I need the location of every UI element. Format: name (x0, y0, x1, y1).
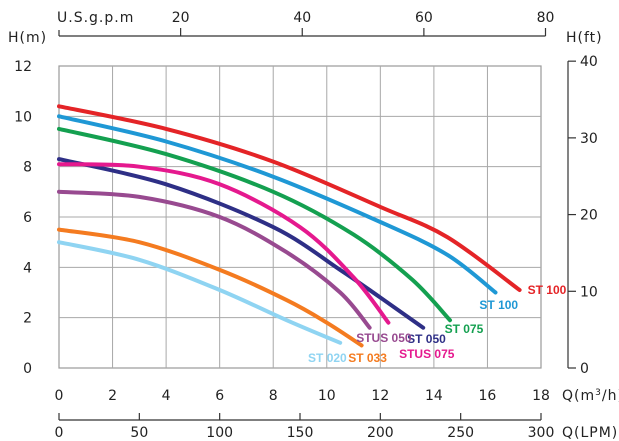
series-label: ST 050 (407, 332, 446, 346)
series-line-st-033 (57, 227, 364, 348)
y-left-tick-label: 12 (14, 59, 32, 75)
x-lpm-tick-label: 300 (528, 425, 555, 441)
series-label: ST 100 (479, 298, 518, 312)
y-left-tick-label: 4 (23, 260, 32, 276)
x-lpm-tick-label: 100 (206, 425, 233, 441)
series-line-st-075 (57, 126, 452, 323)
x-lpm-tick-label: 150 (287, 425, 314, 441)
series-label: ST 020 (308, 351, 347, 365)
x-bottom-tick-label: 6 (215, 388, 224, 404)
series-label: STUS 050 (356, 331, 412, 345)
y-right-axis-label: H(ft) (566, 30, 603, 46)
x-lpm-tick-label: 200 (367, 425, 394, 441)
series-label: ST 033 (348, 351, 387, 365)
x-bottom-tick-label: 18 (532, 388, 550, 404)
y-right-tick-label: 0 (580, 361, 589, 377)
y-right-tick-label: 40 (580, 54, 598, 70)
x-bottom-axis-label: Q(m3/h) (562, 388, 619, 404)
series-line-stus-075 (57, 162, 391, 325)
x-bottom-tick-label: 16 (479, 388, 497, 404)
y-right-tick-label: 30 (580, 131, 598, 147)
series-line-st-100 (57, 104, 522, 292)
x-lpm-tick-label: 50 (130, 425, 148, 441)
y-right-tick-label: 20 (580, 208, 598, 224)
series-line-st-020 (57, 240, 343, 345)
y-left-axis-label: H(m) (8, 30, 47, 46)
chart-axes: 0 2 4 6 8 10 12 H(m) 0 10 20 30 40 H(ft) 0 2 4 6 8 10 12 14 16… (8, 10, 619, 441)
y-left-tick-label: 10 (14, 109, 32, 125)
series-line-st-100 (57, 114, 498, 295)
plot-grid (58, 65, 542, 369)
x-lpm-tick-label: 0 (55, 425, 64, 441)
x-bottom-tick-label: 8 (269, 388, 278, 404)
series-curves (57, 104, 522, 348)
series-label: STUS 075 (399, 347, 455, 361)
x-lpm-axis-label: Q(LPM) (562, 425, 618, 441)
x-top-tick-label: 20 (172, 10, 190, 26)
x-top-axis-label: U.S.g.p.m (57, 10, 134, 26)
x-bottom-tick-label: 0 (55, 388, 64, 404)
x-bottom-tick-label: 2 (108, 388, 117, 404)
y-left-tick-label: 0 (23, 361, 32, 377)
series-line-st-050 (57, 157, 426, 330)
series-label: ST 100 (528, 283, 567, 297)
series-label: ST 075 (445, 322, 484, 336)
x-bottom-tick-label: 14 (425, 388, 443, 404)
y-left-tick-label: 8 (23, 160, 32, 176)
x-lpm-tick-label: 250 (447, 425, 474, 441)
x-top-tick-label: 80 (537, 10, 555, 26)
x-bottom-tick-label: 12 (371, 388, 389, 404)
y-left-tick-label: 2 (23, 311, 32, 327)
y-right-tick-label: 10 (580, 284, 598, 300)
x-top-tick-label: 40 (293, 10, 311, 26)
x-bottom-tick-label: 10 (318, 388, 336, 404)
x-top-tick-label: 60 (415, 10, 433, 26)
x-bottom-tick-label: 4 (162, 388, 171, 404)
series-line-stus-050 (57, 189, 372, 330)
y-left-tick-label: 6 (23, 210, 32, 226)
